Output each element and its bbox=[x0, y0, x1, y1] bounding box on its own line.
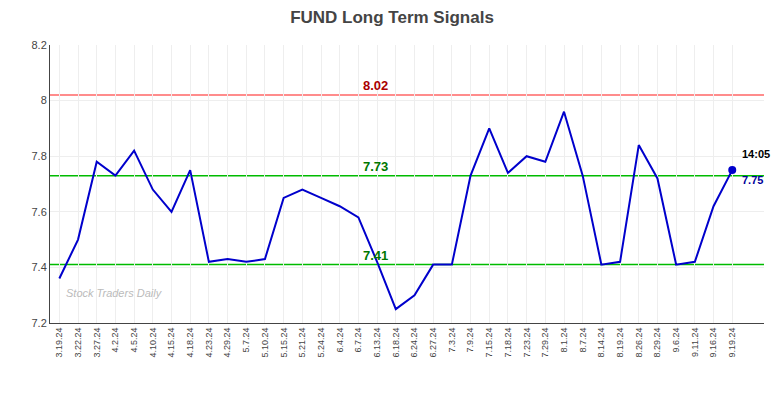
svg-text:5.15.24: 5.15.24 bbox=[279, 328, 289, 358]
svg-text:8: 8 bbox=[41, 94, 47, 106]
svg-text:7.29.24: 7.29.24 bbox=[540, 328, 550, 358]
svg-text:7.75: 7.75 bbox=[742, 174, 763, 186]
svg-text:7.8: 7.8 bbox=[32, 150, 47, 162]
svg-text:4.2.24: 4.2.24 bbox=[110, 328, 120, 353]
svg-text:7.15.24: 7.15.24 bbox=[484, 328, 494, 358]
svg-text:5.7.24: 5.7.24 bbox=[241, 328, 251, 353]
svg-text:5.24.24: 5.24.24 bbox=[316, 328, 326, 358]
svg-text:6.18.24: 6.18.24 bbox=[391, 328, 401, 358]
svg-text:7.41: 7.41 bbox=[363, 248, 388, 263]
svg-text:8.1.24: 8.1.24 bbox=[559, 328, 569, 353]
svg-text:8.29.24: 8.29.24 bbox=[652, 328, 662, 358]
svg-text:7.4: 7.4 bbox=[32, 261, 47, 273]
svg-text:3.22.24: 3.22.24 bbox=[73, 328, 83, 358]
svg-text:6.7.24: 6.7.24 bbox=[353, 328, 363, 353]
svg-text:4.15.24: 4.15.24 bbox=[166, 328, 176, 358]
svg-text:8.2: 8.2 bbox=[32, 39, 47, 51]
svg-text:5.10.24: 5.10.24 bbox=[260, 328, 270, 358]
svg-text:7.18.24: 7.18.24 bbox=[503, 328, 513, 358]
svg-text:7.6: 7.6 bbox=[32, 206, 47, 218]
svg-text:9.19.24: 9.19.24 bbox=[727, 328, 737, 358]
svg-text:8.26.24: 8.26.24 bbox=[634, 328, 644, 358]
svg-text:3.27.24: 3.27.24 bbox=[92, 328, 102, 358]
svg-text:4.29.24: 4.29.24 bbox=[222, 328, 232, 358]
svg-text:9.11.24: 9.11.24 bbox=[690, 328, 700, 357]
svg-text:4.5.24: 4.5.24 bbox=[129, 328, 139, 353]
svg-text:4.18.24: 4.18.24 bbox=[185, 328, 195, 358]
svg-text:7.2: 7.2 bbox=[32, 317, 47, 329]
svg-text:9.16.24: 9.16.24 bbox=[708, 328, 718, 358]
svg-text:7.9.24: 7.9.24 bbox=[465, 328, 475, 353]
svg-text:8.02: 8.02 bbox=[363, 78, 388, 93]
svg-text:5.21.24: 5.21.24 bbox=[297, 328, 307, 358]
svg-text:6.24.24: 6.24.24 bbox=[409, 328, 419, 358]
svg-text:6.13.24: 6.13.24 bbox=[372, 328, 382, 358]
svg-text:FUND Long Term Signals: FUND Long Term Signals bbox=[290, 8, 494, 27]
svg-text:8.7.24: 8.7.24 bbox=[578, 328, 588, 353]
svg-text:14:05: 14:05 bbox=[742, 148, 770, 160]
svg-text:7.3.24: 7.3.24 bbox=[447, 328, 457, 353]
svg-text:4.23.24: 4.23.24 bbox=[204, 328, 214, 358]
svg-text:7.23.24: 7.23.24 bbox=[522, 328, 532, 358]
svg-text:Stock Traders Daily: Stock Traders Daily bbox=[66, 287, 163, 299]
svg-text:3.19.24: 3.19.24 bbox=[54, 328, 64, 358]
svg-text:8.19.24: 8.19.24 bbox=[615, 328, 625, 358]
svg-text:8.14.24: 8.14.24 bbox=[596, 328, 606, 358]
svg-text:4.10.24: 4.10.24 bbox=[148, 328, 158, 358]
svg-text:6.4.24: 6.4.24 bbox=[335, 328, 345, 353]
svg-text:6.27.24: 6.27.24 bbox=[428, 328, 438, 358]
svg-text:7.73: 7.73 bbox=[363, 159, 388, 174]
svg-text:9.6.24: 9.6.24 bbox=[671, 328, 681, 353]
